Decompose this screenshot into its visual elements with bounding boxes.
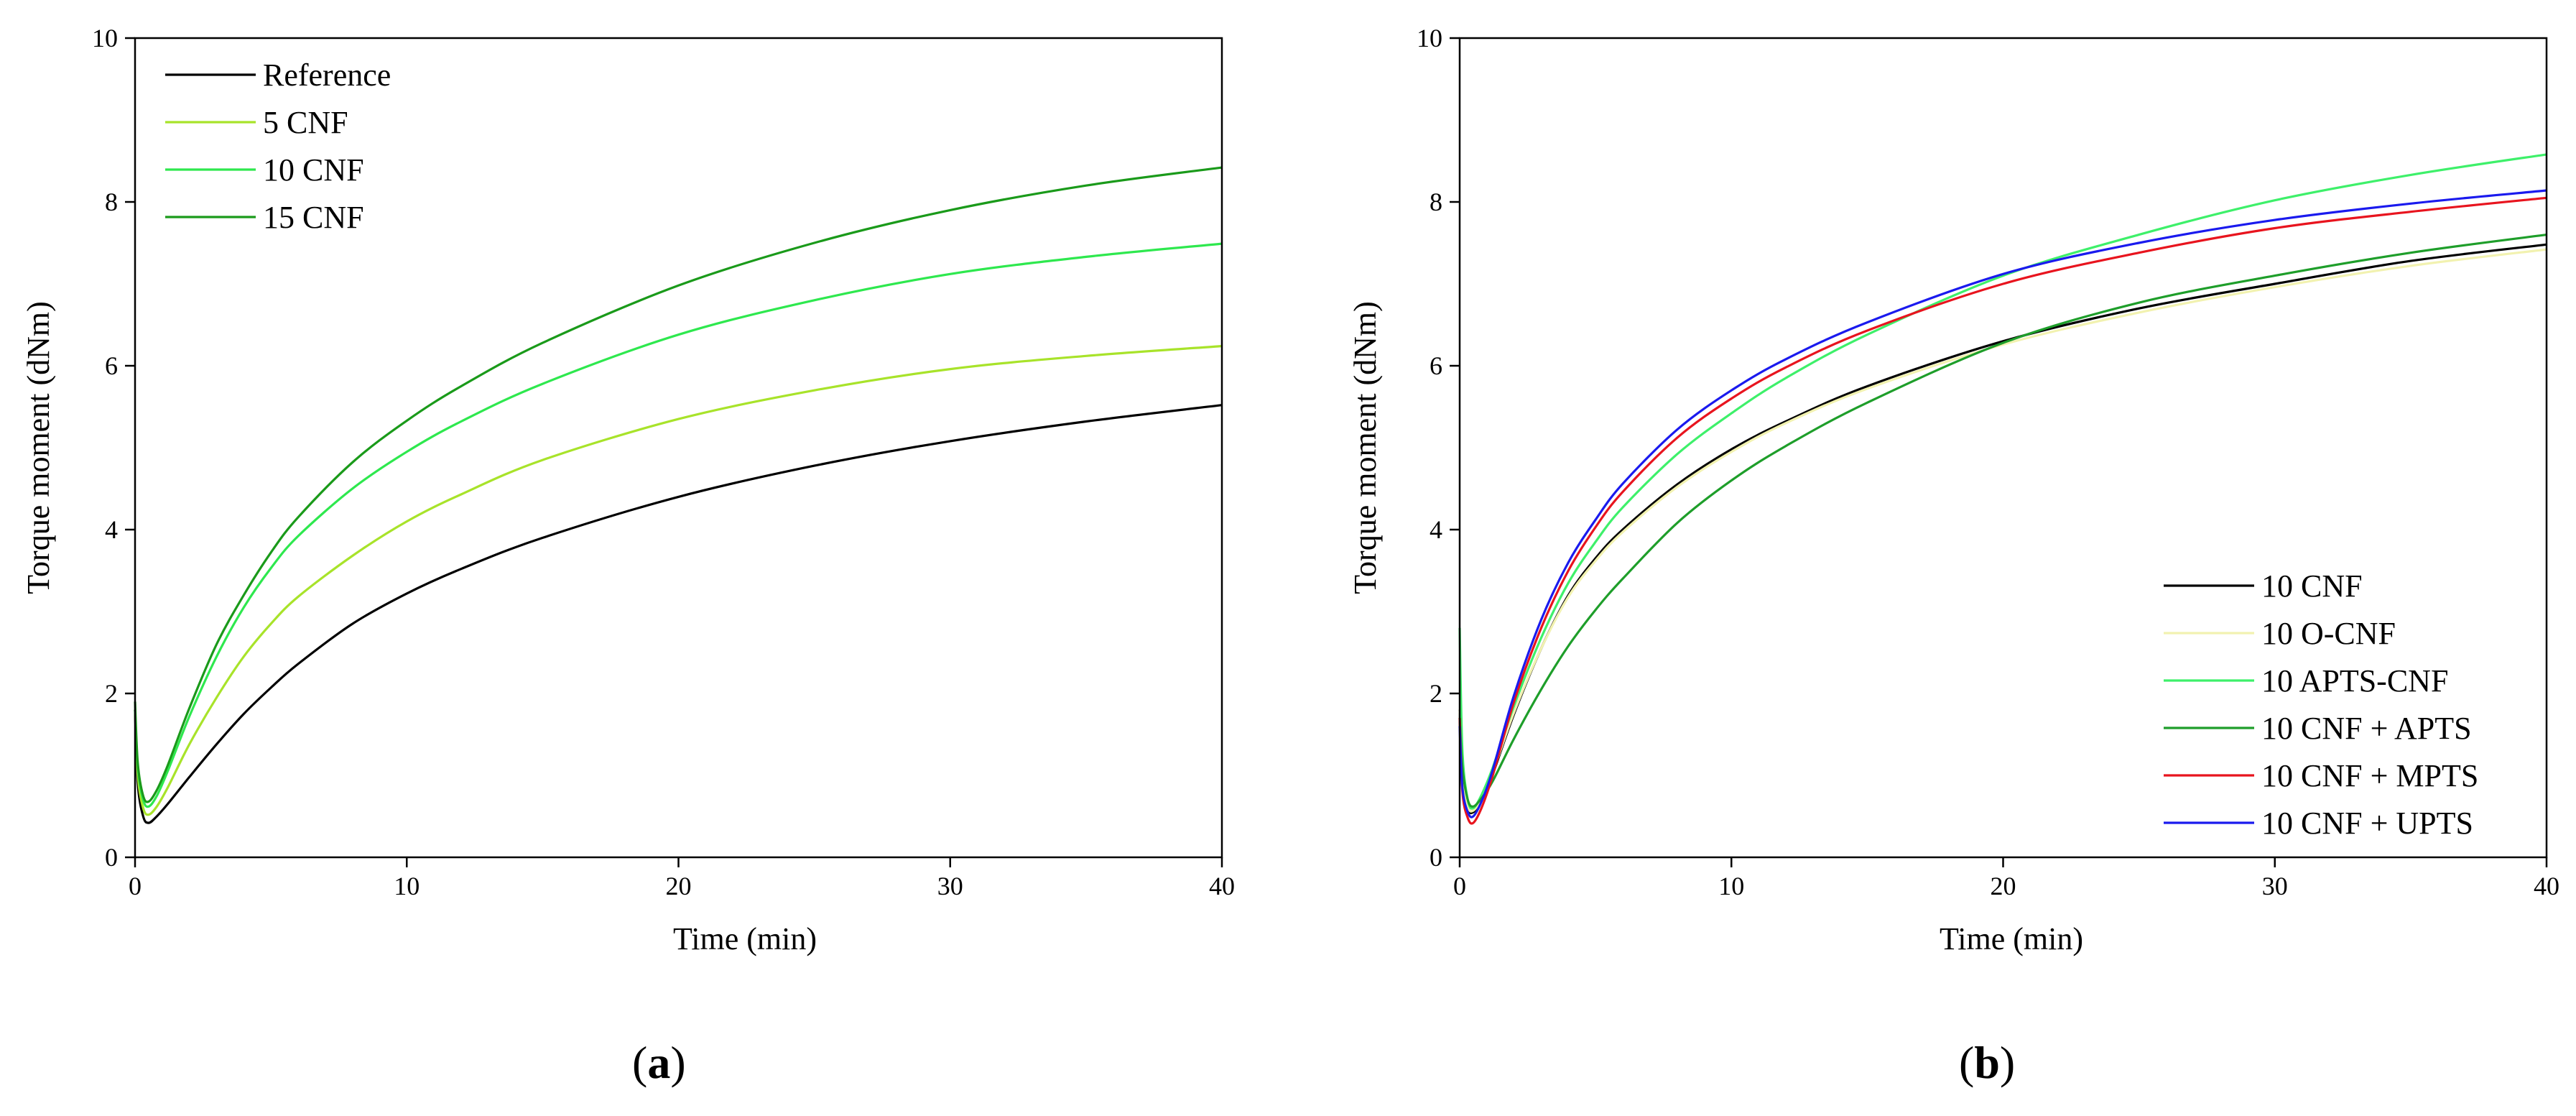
legend-label: Reference <box>263 57 391 93</box>
legend-label: 10 O-CNF <box>2261 616 2396 651</box>
y-tick-label: 10 <box>92 24 118 52</box>
x-axis-title: Time (min) <box>673 921 817 956</box>
x-tick-label: 10 <box>1718 872 1744 900</box>
y-tick-label: 6 <box>1430 351 1442 380</box>
x-tick-label: 40 <box>2534 872 2559 900</box>
y-tick-label: 2 <box>1430 679 1442 708</box>
legend-label: 15 CNF <box>263 200 364 235</box>
x-tick-label: 30 <box>2262 872 2288 900</box>
legend-label: 10 CNF + UPTS <box>2261 806 2473 841</box>
y-axis-title: Torque moment (dNm) <box>21 301 56 594</box>
legend-label: 10 CNF + APTS <box>2261 711 2472 746</box>
series-line-6 <box>1458 189 2547 818</box>
panel-label: (a) <box>632 1037 686 1088</box>
series-line-1 <box>134 404 1223 824</box>
legend-label: 10 CNF + MPTS <box>2261 758 2478 793</box>
y-tick-label: 4 <box>1430 515 1442 544</box>
y-tick-label: 6 <box>105 351 118 380</box>
y-tick-label: 8 <box>105 188 118 216</box>
y-axis-title: Torque moment (dNm) <box>1348 301 1383 594</box>
series-line-4 <box>1458 234 2547 808</box>
x-tick-label: 10 <box>394 872 420 900</box>
x-tick-label: 40 <box>1209 872 1235 900</box>
y-tick-label: 0 <box>105 843 118 872</box>
legend: 10 CNF 10 O-CNF 10 APTS-CNF 10 CNF + APTS 10… <box>2164 568 2478 841</box>
chart-panel-b: 0 10 20 30 40 0 2 4 6 8 10 Time (min) Torque moment … <box>1348 24 2559 1088</box>
legend-label: 10 CNF <box>263 152 364 188</box>
x-tick-label: 0 <box>1453 872 1466 900</box>
y-tick-label: 4 <box>105 515 118 544</box>
x-tick-label: 20 <box>1991 872 2016 900</box>
x-tick-label: 20 <box>666 872 692 900</box>
series-line-2 <box>134 345 1223 816</box>
series-line-5 <box>1458 196 2547 825</box>
series-line-3 <box>134 242 1223 808</box>
y-tick-label: 8 <box>1430 188 1442 216</box>
legend-label: 10 APTS-CNF <box>2261 663 2448 698</box>
y-tick-label: 2 <box>105 679 118 708</box>
x-tick-label: 0 <box>129 872 142 900</box>
y-tick-label: 0 <box>1430 843 1442 872</box>
panel-label: (b) <box>1959 1037 2015 1088</box>
chart-panel-a: 0 10 20 30 40 0 2 4 6 8 10 Time (min) Torque moment … <box>21 24 1235 1088</box>
legend: Reference 5 CNF 10 CNF 15 CNF <box>165 57 391 235</box>
legend-label: 10 CNF <box>2261 568 2363 604</box>
x-tick-label: 30 <box>937 872 963 900</box>
series-line-4 <box>134 166 1223 803</box>
y-tick-label: 10 <box>1417 24 1442 52</box>
x-axis-title: Time (min) <box>1940 921 2083 956</box>
legend-label: 5 CNF <box>263 105 348 140</box>
